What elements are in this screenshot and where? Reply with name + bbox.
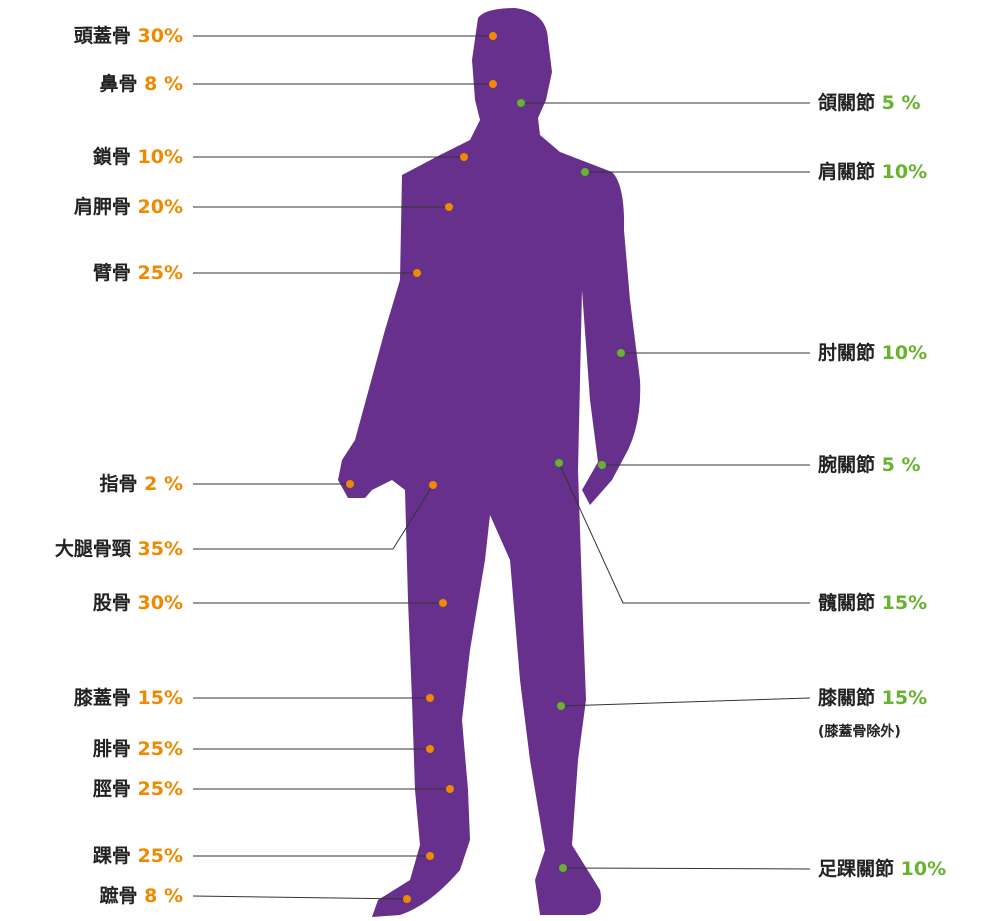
marker-dot	[429, 481, 437, 489]
marker-dot	[403, 895, 411, 903]
marker-dot	[517, 99, 525, 107]
joint-label: 肘關節 10%	[818, 341, 927, 364]
marker-dot	[581, 168, 589, 176]
bone-label: 指骨 2 %	[100, 473, 184, 495]
joint-note: (膝蓋骨除外)	[818, 723, 901, 740]
marker-dot	[460, 153, 468, 161]
bone-label: 鎖骨 10%	[93, 145, 183, 168]
marker-dot	[346, 480, 354, 488]
marker-dot	[439, 599, 447, 607]
leader-line	[193, 896, 407, 899]
leader-line	[193, 485, 433, 549]
marker-dot	[489, 32, 497, 40]
marker-dot	[559, 864, 567, 872]
bone-label: 大腿骨頸 35%	[55, 537, 183, 560]
leader-line	[561, 698, 810, 706]
bone-label: 膝蓋骨 15%	[74, 686, 183, 709]
bone-label: 頭蓋骨 30%	[74, 24, 183, 47]
marker-dot	[446, 785, 454, 793]
bone-label: 蹠骨 8 %	[100, 884, 184, 907]
bone-label: 腓骨 25%	[93, 738, 183, 760]
marker-dot	[426, 852, 434, 860]
joint-label: 肩關節 10%	[818, 160, 927, 183]
marker-dot	[426, 745, 434, 753]
marker-dot	[489, 80, 497, 88]
marker-dot	[617, 349, 625, 357]
marker-dot	[445, 203, 453, 211]
bone-label: 肩胛骨 20%	[74, 195, 183, 218]
joint-label: 膝關節 15%	[818, 686, 927, 709]
marker-dot	[557, 702, 565, 710]
diagram: 頭蓋骨 30% 鼻骨 8 % 鎖骨 10% 肩胛骨 20% 臂骨 25% 指骨 2 % 大腿…	[0, 0, 994, 921]
body-silhouette	[338, 8, 640, 917]
bone-label: 脛骨 25%	[92, 778, 183, 800]
bone-label: 股骨 30%	[93, 592, 183, 614]
marker-dot	[598, 461, 606, 469]
marker-dot	[413, 269, 421, 277]
joint-label: 髖關節 15%	[818, 591, 927, 614]
joint-label: 頜關節 5 %	[818, 91, 921, 114]
bone-label: 臂骨 25%	[93, 261, 183, 284]
marker-dot	[426, 694, 434, 702]
bone-label: 踝骨 25%	[93, 845, 183, 867]
marker-dot	[555, 459, 563, 467]
leader-line	[563, 868, 810, 869]
joint-label: 腕關節 5 %	[817, 453, 921, 476]
bone-label: 鼻骨 8 %	[100, 72, 184, 95]
joint-label: 足踝關節 10%	[818, 857, 946, 880]
